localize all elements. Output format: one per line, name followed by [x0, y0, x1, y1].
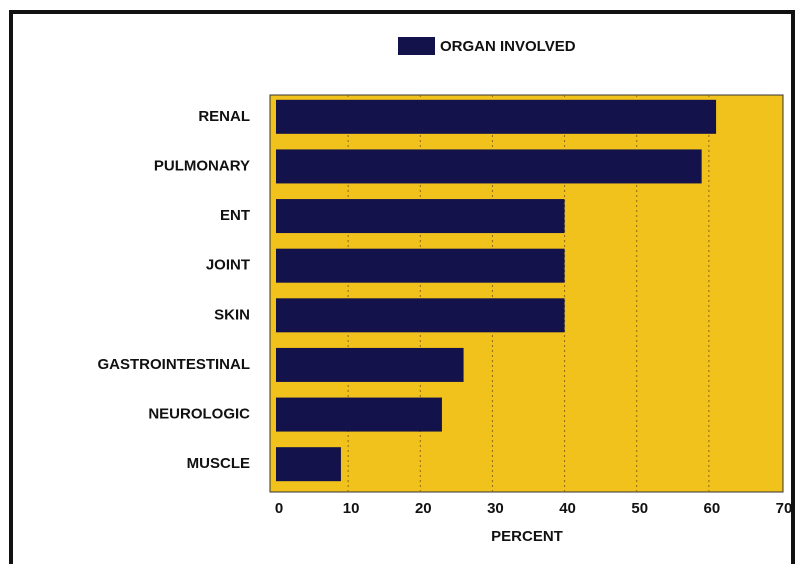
y-tick-label: JOINT: [206, 257, 250, 274]
x-tick-label: 0: [275, 500, 283, 517]
x-tick-label: 20: [415, 500, 432, 517]
x-tick-label: 50: [631, 500, 648, 517]
x-tick-label: 60: [704, 500, 721, 517]
legend-swatch: [398, 37, 435, 55]
legend-label: ORGAN INVOLVED: [440, 38, 576, 55]
x-tick-label: 30: [487, 500, 504, 517]
bar: [276, 99, 717, 134]
y-tick-label: ENT: [220, 207, 250, 224]
bar: [276, 149, 702, 184]
x-tick-label: 10: [343, 500, 360, 517]
y-tick-label: RENAL: [198, 108, 250, 125]
y-tick-label: GASTROINTESTINAL: [98, 356, 251, 373]
bar: [276, 397, 442, 432]
y-tick-label: SKIN: [214, 306, 250, 323]
bar: [276, 347, 464, 382]
frame: [9, 10, 795, 564]
bar: [276, 447, 341, 482]
bar: [276, 298, 565, 333]
y-tick-label: PULMONARY: [154, 157, 250, 174]
x-axis-label: PERCENT: [491, 528, 563, 545]
bar: [276, 199, 565, 234]
y-tick-label: MUSCLE: [187, 455, 250, 472]
x-tick-label: 40: [559, 500, 576, 517]
y-tick-label: NEUROLOGIC: [148, 406, 250, 423]
x-tick-label: 70: [776, 500, 793, 517]
bar: [276, 248, 565, 283]
